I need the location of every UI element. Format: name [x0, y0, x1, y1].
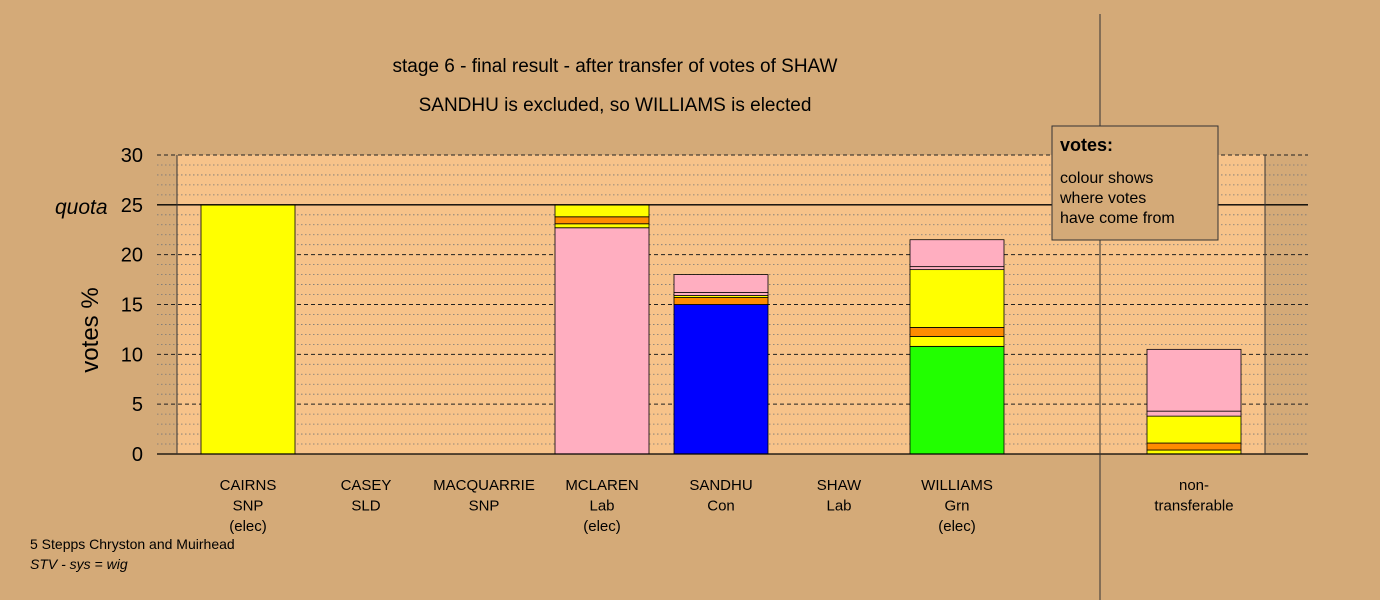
bar-segment-7-2 — [1146, 415, 1242, 444]
bar-segment-6-2 — [909, 327, 1005, 337]
legend-line-2: where votes — [1059, 190, 1146, 207]
x-category-label: WILLIAMS — [921, 477, 993, 494]
x-category-label: Con — [707, 498, 735, 515]
bar-segment-6-1 — [909, 335, 1005, 347]
footer-line-2: STV - sys = wig — [30, 556, 128, 572]
y-tick-label: 30 — [121, 145, 143, 167]
bar-segment-3-2 — [554, 216, 650, 225]
bar-segment-4-0 — [673, 304, 769, 455]
legend-line-3: have come from — [1060, 210, 1175, 227]
legend: votes: colour shows where votes have com… — [1051, 125, 1219, 241]
x-category-label: Lab — [589, 498, 614, 515]
x-category-label: Grn — [944, 498, 969, 515]
x-category-label: SNP — [469, 498, 500, 515]
y-tick-label: 5 — [132, 394, 143, 416]
x-category-label: MCLAREN — [565, 477, 638, 494]
x-category-label: SLD — [351, 498, 380, 515]
bar-segment-6-3 — [909, 269, 1005, 328]
bar-segment-4-4 — [673, 274, 769, 293]
bar-segment-6-0 — [909, 345, 1005, 455]
x-category-label: Lab — [826, 498, 851, 515]
legend-title: votes: — [1060, 135, 1113, 155]
x-category-label: SANDHU — [689, 477, 752, 494]
footer-line-1: 5 Stepps Chryston and Muirhead — [30, 536, 235, 552]
bar-segment-7-1 — [1146, 442, 1242, 451]
x-category-label: (elec) — [583, 518, 621, 535]
bar-segment-3-3 — [554, 204, 650, 218]
chart-subtitle: SANDHU is excluded, so WILLIAMS is elect… — [419, 95, 812, 116]
y-axis-label: votes % — [77, 287, 104, 372]
x-category-label: transferable — [1154, 498, 1233, 515]
bar-segment-0-0 — [200, 204, 296, 455]
x-category-label: SHAW — [817, 477, 862, 494]
x-category-label: MACQUARRIE — [433, 477, 535, 494]
legend-box — [1051, 125, 1219, 241]
x-category-label: SNP — [233, 498, 264, 515]
x-category-label: non- — [1179, 477, 1209, 494]
axis-layer: 0 5 10 15 20 25 30 CAIRNS SNP (elec) CASEY SLD MACQU… — [121, 14, 1308, 600]
y-tick-label: 0 — [132, 444, 143, 466]
bar-segment-4-1 — [673, 297, 769, 305]
x-category-label: (elec) — [938, 518, 976, 535]
y-tick-label: 25 — [121, 195, 143, 217]
chart-title: stage 6 - final result - after transfer … — [393, 56, 838, 77]
bars-layer — [200, 204, 1242, 455]
x-category-label: CASEY — [341, 477, 392, 494]
bar-segment-6-4 — [909, 266, 1005, 271]
bar-segment-7-3 — [1146, 410, 1242, 417]
y-tick-label: 15 — [121, 295, 143, 317]
x-category-label: (elec) — [229, 518, 267, 535]
legend-line-1: colour shows — [1060, 170, 1153, 187]
y-tick-label: 10 — [121, 344, 143, 366]
bar-segment-7-4 — [1146, 348, 1242, 412]
bar-segment-3-0 — [554, 227, 650, 455]
bar-segment-4-3 — [673, 292, 769, 296]
bar-segment-6-5 — [909, 239, 1005, 268]
y-tick-label: 20 — [121, 245, 143, 267]
quota-label: quota — [55, 196, 108, 219]
x-category-label: CAIRNS — [220, 477, 277, 494]
bar-segment-3-1 — [554, 223, 650, 229]
